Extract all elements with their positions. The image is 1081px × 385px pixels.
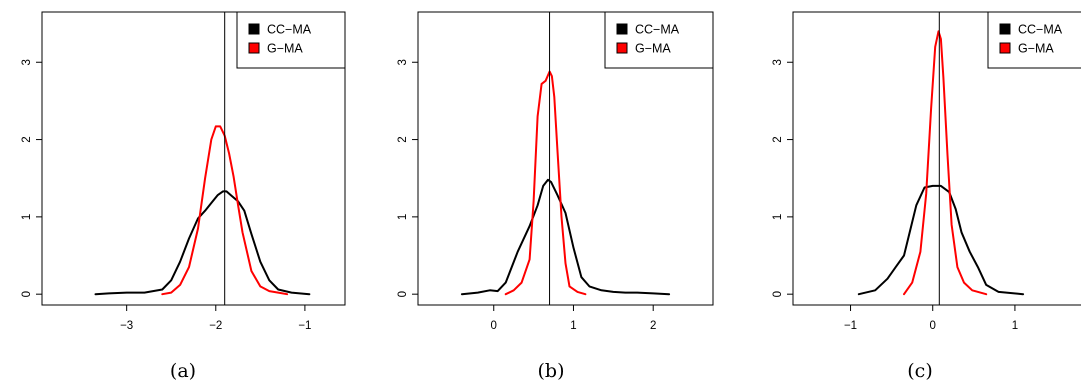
y-tick-label: 1: [772, 214, 784, 220]
legend-label-g-ma: G−MA: [267, 42, 303, 56]
y-tick-label: 1: [397, 214, 409, 220]
legend-label-g-ma: G−MA: [635, 42, 671, 56]
legend-swatch-cc-ma: [999, 23, 1011, 35]
x-tick-label: 1: [1012, 320, 1018, 332]
x-tick-label: −2: [209, 320, 222, 332]
y-tick-label: 1: [21, 214, 33, 220]
y-tick-label: 3: [21, 59, 33, 65]
legend-label-cc-ma: CC−MA: [635, 23, 680, 37]
y-tick-label: 3: [772, 59, 784, 65]
series-cc-ma-line: [94, 190, 311, 296]
legend-swatch-g-ma: [248, 42, 260, 54]
density-curves: [460, 70, 671, 296]
y-tick-label: 0: [772, 291, 784, 297]
legend: CC−MA G−MA: [236, 11, 346, 69]
panel-caption: (c): [907, 360, 932, 382]
axis-ticks: −1 0 1 0 1 2 3: [772, 59, 1018, 332]
y-tick-label: 2: [397, 136, 409, 142]
legend-label-g-ma: G−MA: [1018, 42, 1054, 56]
legend-box: [987, 11, 1081, 69]
legend-swatch-cc-ma: [248, 23, 260, 35]
legend-swatch-g-ma: [616, 42, 628, 54]
density-curves: [94, 125, 311, 296]
legend-label-cc-ma: CC−MA: [267, 23, 312, 37]
x-tick-label: 2: [650, 320, 656, 332]
series-g-ma-line: [903, 30, 988, 296]
x-tick-label: 0: [491, 320, 497, 332]
x-tick-label: −3: [120, 320, 133, 332]
x-tick-label: 0: [930, 320, 936, 332]
panel-caption: (b): [538, 360, 565, 382]
legend-label-cc-ma: CC−MA: [1018, 23, 1063, 37]
panel-caption: (a): [170, 360, 196, 382]
series-cc-ma-line: [857, 184, 1025, 296]
x-tick-label: 1: [570, 320, 576, 332]
axis-ticks: 0 1 2 0 1 2 3: [397, 59, 656, 332]
y-tick-label: 2: [772, 136, 784, 142]
plot-frame: [417, 11, 714, 306]
density-curves: [857, 30, 1025, 296]
legend: CC−MA G−MA: [604, 11, 714, 69]
legend-swatch-cc-ma: [616, 23, 628, 35]
y-tick-label: 3: [397, 59, 409, 65]
y-tick-label: 0: [397, 291, 409, 297]
legend-box: [604, 11, 714, 69]
panel-a: −3 −2 −1 0 1 2 3 (a) CC−MA G−MA: [21, 11, 346, 382]
plot-frame: [792, 11, 1081, 306]
legend-box: [236, 11, 346, 69]
panel-c: −1 0 1 0 1 2 3 (c) CC−MA G−MA: [772, 11, 1081, 382]
x-tick-label: −1: [298, 320, 311, 332]
series-cc-ma-line: [460, 178, 671, 296]
axis-ticks: −3 −2 −1 0 1 2 3: [21, 59, 311, 332]
legend: CC−MA G−MA: [987, 11, 1081, 69]
legend-swatch-g-ma: [999, 42, 1011, 54]
panel-b: 0 1 2 0 1 2 3 (b) CC−MA G−MA: [397, 11, 714, 382]
plot-frame: [41, 11, 346, 306]
y-tick-label: 2: [21, 136, 33, 142]
y-tick-label: 0: [21, 291, 33, 297]
x-tick-label: −1: [844, 320, 857, 332]
